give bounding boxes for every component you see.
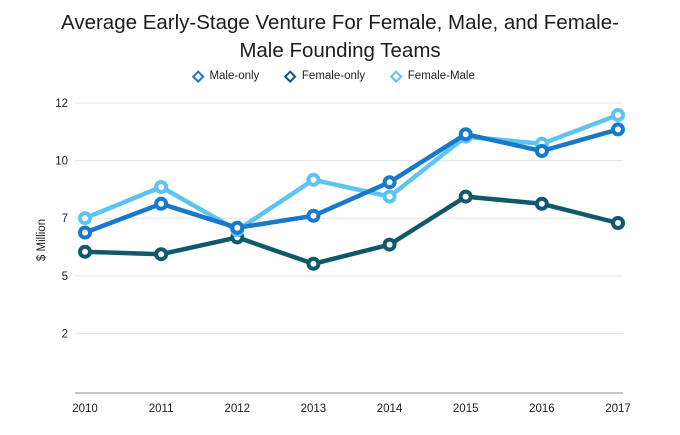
series-line-female-male — [82, 112, 621, 233]
data-point-male-only-2015 — [458, 127, 473, 142]
x-tick-label: 2012 — [224, 403, 250, 415]
data-point-male-only-2011 — [154, 196, 169, 211]
data-point-male-only-2016 — [534, 144, 549, 158]
data-point-female-only-2011 — [154, 247, 169, 262]
y-tick-label: 2 — [62, 328, 68, 340]
legend-label-male-only: Male-only — [209, 70, 260, 82]
x-tick-label: 2015 — [453, 403, 479, 415]
data-point-female-male-2010 — [78, 211, 92, 226]
x-tick-label: 2010 — [72, 403, 98, 415]
y-tick-label: 5 — [62, 271, 68, 283]
data-point-male-only-2014 — [382, 175, 397, 190]
data-point-female-only-2014 — [382, 237, 397, 252]
chart-title: Average Early-Stage Venture For Female, … — [0, 9, 680, 64]
data-point-male-only-2017 — [611, 122, 625, 137]
data-point-female-only-2017 — [611, 216, 625, 230]
legend-item-male-only: Male-only — [192, 69, 260, 83]
x-tick-label: 2014 — [377, 403, 403, 415]
series-line-male-only — [82, 127, 621, 235]
data-point-male-only-2012 — [230, 220, 245, 235]
data-point-male-only-2013 — [306, 208, 321, 223]
legend-item-female-male: Female-Male — [390, 69, 475, 83]
data-point-female-only-2016 — [534, 196, 549, 211]
legend-label-female-only: Female-only — [301, 70, 366, 82]
data-point-male-only-2010 — [78, 225, 92, 240]
y-tick-label: 10 — [55, 156, 68, 168]
x-tick-label: 2013 — [301, 403, 327, 415]
legend-label-female-male: Female-Male — [407, 70, 475, 82]
x-tick-label: 2017 — [605, 403, 631, 415]
y-tick-label: 7 — [62, 213, 68, 225]
y-tick-label: 12 — [55, 98, 68, 110]
x-tick-label: 2011 — [149, 403, 174, 415]
data-point-female-only-2010 — [78, 244, 92, 259]
series-line-female-only — [82, 194, 621, 267]
x-tick-label: 2016 — [529, 403, 555, 415]
data-point-female-only-2013 — [306, 256, 321, 271]
legend: Male-only Female-only Female-Male — [192, 69, 475, 83]
chart-title-line1: Average Early-Stage Venture For Female, … — [61, 11, 619, 34]
data-point-female-male-2017 — [611, 108, 625, 122]
data-point-female-male-2011 — [154, 180, 169, 194]
data-point-female-male-2013 — [306, 172, 321, 187]
chart-title-line2: Male Founding Teams — [239, 38, 441, 62]
legend-item-female-only: Female-only — [284, 69, 366, 83]
data-point-female-male-2014 — [382, 189, 397, 204]
data-point-female-only-2015 — [458, 189, 473, 204]
